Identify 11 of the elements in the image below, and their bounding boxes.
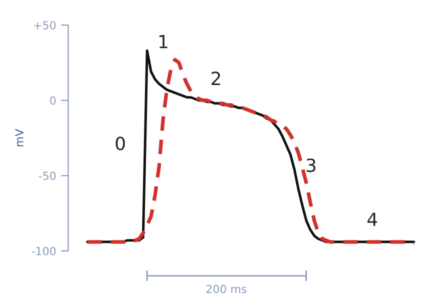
y-tick-label: -50 bbox=[38, 172, 56, 180]
text: 200 ms bbox=[206, 284, 246, 294]
annotation: 1 bbox=[159, 34, 168, 48]
annotation: 3 bbox=[306, 158, 316, 172]
y-tick-label: +50 bbox=[34, 21, 56, 30]
y-tick-label: 0 bbox=[50, 96, 56, 105]
y-tick-label: -100 bbox=[32, 246, 56, 256]
annotation: 2 bbox=[212, 72, 220, 85]
y-axis-title: mV bbox=[15, 128, 24, 146]
annotation: 0 bbox=[116, 136, 125, 150]
annotation: 4 bbox=[367, 212, 378, 226]
